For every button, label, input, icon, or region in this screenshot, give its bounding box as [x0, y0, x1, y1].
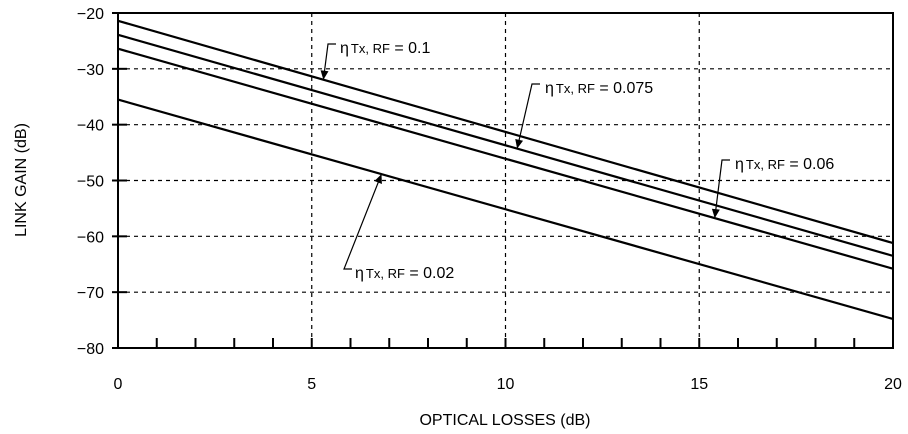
annotation-arrowhead-1 [515, 138, 524, 149]
y-tick-label-2: −40 [77, 118, 104, 135]
series-lines [117, 19, 894, 321]
tick-labels: 0 5 10 15 20 −20 −30 −40 −50 −60 −70 −80 [77, 6, 902, 393]
series-line-0 [117, 19, 894, 245]
y-tick-label-0: −20 [77, 6, 104, 23]
y-tick-label-4: −60 [77, 229, 104, 246]
annotation-label-0: η Tx, RF = 0.1 [340, 40, 430, 57]
annotation-leader-2 [714, 159, 730, 219]
x-tick-label-0: 0 [114, 376, 123, 393]
x-tick-label-3: 15 [690, 376, 708, 393]
annotation-arrowhead-0 [320, 70, 329, 80]
x-tick-label-2: 10 [497, 376, 515, 393]
grid-lines [118, 13, 893, 348]
series-line-1 [117, 33, 894, 257]
x-tick-label-4: 20 [884, 376, 902, 393]
plot-frame [117, 12, 894, 349]
series-line-2 [117, 47, 894, 270]
annotation-leader-1 [516, 83, 540, 149]
annotation-arrowhead-2 [711, 208, 720, 219]
y-tick-label-5: −70 [77, 285, 104, 302]
annotation-leader-0 [322, 43, 336, 80]
y-tick-label-6: −80 [77, 341, 104, 358]
annotation-2: η Tx, RF = 0.06 [711, 156, 834, 219]
annotation-0: η Tx, RF = 0.1 [320, 40, 430, 80]
y-tick-label-1: −30 [77, 62, 104, 79]
annotation-arrowhead-3 [374, 174, 382, 184]
annotation-3: η Tx, RF = 0.02 [343, 173, 454, 282]
series-line-3 [117, 98, 894, 321]
annotation-leader-3 [343, 173, 383, 270]
x-tick-label-1: 5 [307, 376, 316, 393]
annotation-label-3: η Tx, RF = 0.02 [355, 265, 454, 282]
x-axis-title: OPTICAL LOSSES (dB) [419, 412, 590, 429]
annotation-label-2: η Tx, RF = 0.06 [735, 156, 834, 173]
annotation-label-1: η Tx, RF = 0.075 [545, 80, 653, 97]
y-axis-title: LINK GAIN (dB) [13, 123, 30, 237]
y-tick-label-3: −50 [77, 174, 104, 191]
annotations: η Tx, RF = 0.1 η Tx, RF = 0.075 η Tx, RF = 0.… [320, 40, 834, 282]
annotation-1: η Tx, RF = 0.075 [515, 80, 653, 149]
